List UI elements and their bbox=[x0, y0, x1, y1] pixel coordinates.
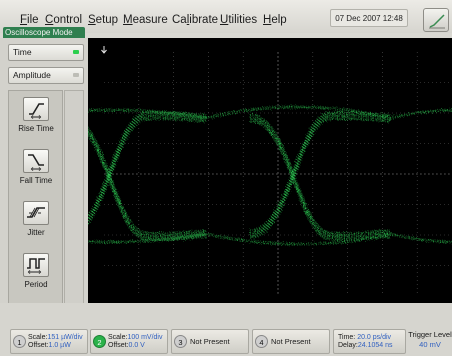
signal-transition-trace bbox=[249, 110, 391, 233]
unselected-indicator-icon bbox=[73, 73, 79, 77]
graticule bbox=[104, 52, 452, 296]
signal-transition-trace bbox=[249, 116, 391, 239]
measurement-button-group: Rise Time Fall Time Jitter bbox=[8, 90, 63, 320]
signal-transition-trace bbox=[88, 232, 207, 244]
fall-time-icon bbox=[23, 149, 49, 173]
status-bar: 1 Scale:151 µW/div Offset:1.0 µW 2 Scale… bbox=[0, 303, 452, 356]
jitter-icon bbox=[23, 201, 49, 225]
signal-transition-trace bbox=[249, 119, 391, 242]
eye-diagram bbox=[88, 46, 452, 296]
period-icon bbox=[23, 253, 49, 277]
signal-transition-trace bbox=[88, 108, 207, 120]
channel-3-status: Not Present bbox=[190, 337, 230, 346]
measurement-side-strip bbox=[64, 90, 84, 320]
trigger-marker-icon bbox=[101, 46, 107, 54]
oscilloscope-display[interactable] bbox=[88, 38, 452, 303]
menu-help[interactable]: Help bbox=[263, 14, 287, 26]
trigger-level-button[interactable]: Trigger Level 40 mV bbox=[408, 330, 452, 354]
signal-transition-trace bbox=[88, 126, 207, 236]
timebase-scale: 20.0 ps/div bbox=[357, 334, 392, 341]
channel-2-offset: 0.0 V bbox=[128, 342, 145, 349]
menu-control[interactable]: Control bbox=[45, 14, 83, 26]
waveform-display-icon bbox=[429, 14, 445, 29]
channel-4-badge: 4 bbox=[255, 335, 268, 348]
signal-transition-trace bbox=[88, 110, 207, 220]
signal-transition-trace bbox=[249, 113, 391, 236]
jitter-button[interactable]: Jitter bbox=[12, 199, 60, 249]
signal-transition-trace bbox=[249, 113, 391, 236]
channel-4-status: Not Present bbox=[271, 337, 311, 346]
timebase-delay: 24.1054 ns bbox=[357, 342, 393, 349]
measurement-panel: Time Amplitude Rise Time Fall Time bbox=[0, 38, 88, 320]
trigger-level-value: 40 mV bbox=[419, 340, 441, 349]
channel-4-button[interactable]: 4 Not Present bbox=[252, 329, 330, 354]
channel-1-offset: 1.0 µW bbox=[48, 342, 71, 349]
eye-diagram-traces bbox=[88, 105, 452, 246]
period-button[interactable]: Period bbox=[12, 251, 60, 301]
channel-1-badge: 1 bbox=[13, 335, 26, 348]
fall-time-button[interactable]: Fall Time bbox=[12, 147, 60, 197]
trigger-level-label: Trigger Level bbox=[408, 330, 452, 339]
menu-measure[interactable]: Measure bbox=[123, 14, 168, 26]
channel-1-button[interactable]: 1 Scale:151 µW/div Offset:1.0 µW bbox=[10, 329, 88, 354]
signal-transition-trace bbox=[88, 129, 207, 239]
menu-utilities[interactable]: Utilities bbox=[220, 14, 258, 26]
timebase-button[interactable]: Time: 20.0 ps/div Delay:24.1054 ns bbox=[333, 329, 406, 354]
channel-2-badge: 2 bbox=[93, 335, 106, 348]
date-time-display: 07 Dec 2007 12:48 bbox=[330, 9, 408, 27]
signal-transition-trace bbox=[88, 132, 207, 242]
amplitude-measurement-selector[interactable]: Amplitude bbox=[8, 67, 84, 84]
signal-transition-trace bbox=[205, 105, 391, 120]
rise-time-icon bbox=[23, 97, 49, 121]
channel-1-scale: 151 µW/div bbox=[47, 334, 83, 341]
signal-transition-trace bbox=[205, 232, 391, 246]
menu-calibrate[interactable]: Calibrate bbox=[172, 14, 219, 26]
signal-transition-trace bbox=[88, 113, 207, 223]
mode-label: Oscilloscope Mode bbox=[3, 27, 85, 38]
display-mode-button[interactable] bbox=[423, 8, 449, 32]
selected-indicator-icon bbox=[73, 50, 79, 54]
signal-transition-trace bbox=[88, 116, 207, 226]
channel-3-badge: 3 bbox=[174, 335, 187, 348]
channel-2-scale: 100 mV/div bbox=[127, 334, 163, 341]
menu-file[interactable]: File bbox=[20, 14, 39, 26]
rise-time-button[interactable]: Rise Time bbox=[12, 95, 60, 145]
channel-2-button[interactable]: 2 Scale:100 mV/div Offset:0.0 V bbox=[90, 329, 168, 354]
time-measurement-selector[interactable]: Time bbox=[8, 44, 84, 61]
channel-3-button[interactable]: 3 Not Present bbox=[171, 329, 249, 354]
signal-transition-trace bbox=[249, 116, 391, 239]
menu-setup[interactable]: Setup bbox=[88, 14, 119, 26]
